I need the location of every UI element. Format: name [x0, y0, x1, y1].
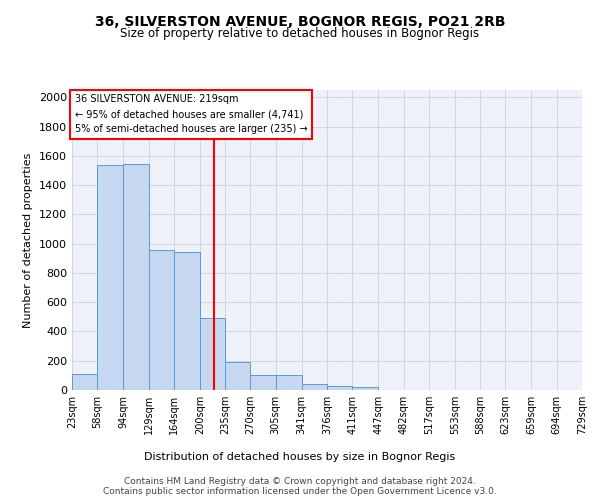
Bar — [174, 252, 200, 390]
Bar — [200, 318, 225, 390]
Bar — [352, 387, 378, 390]
Text: 36 SILVERSTON AVENUE: 219sqm
← 95% of detached houses are smaller (4,741)
5% of : 36 SILVERSTON AVENUE: 219sqm ← 95% of de… — [75, 94, 308, 134]
Bar — [97, 164, 123, 390]
Text: Contains public sector information licensed under the Open Government Licence v3: Contains public sector information licen… — [103, 486, 497, 496]
Bar — [123, 164, 149, 390]
Bar — [72, 374, 97, 390]
Text: Contains HM Land Registry data © Crown copyright and database right 2024.: Contains HM Land Registry data © Crown c… — [124, 476, 476, 486]
Bar — [250, 376, 276, 390]
Bar — [327, 386, 352, 390]
Bar — [225, 362, 250, 390]
Y-axis label: Number of detached properties: Number of detached properties — [23, 152, 34, 328]
Bar — [276, 376, 302, 390]
Bar — [149, 250, 174, 390]
Text: Size of property relative to detached houses in Bognor Regis: Size of property relative to detached ho… — [121, 28, 479, 40]
Text: Distribution of detached houses by size in Bognor Regis: Distribution of detached houses by size … — [145, 452, 455, 462]
Text: 36, SILVERSTON AVENUE, BOGNOR REGIS, PO21 2RB: 36, SILVERSTON AVENUE, BOGNOR REGIS, PO2… — [95, 15, 505, 29]
Bar — [302, 384, 327, 390]
